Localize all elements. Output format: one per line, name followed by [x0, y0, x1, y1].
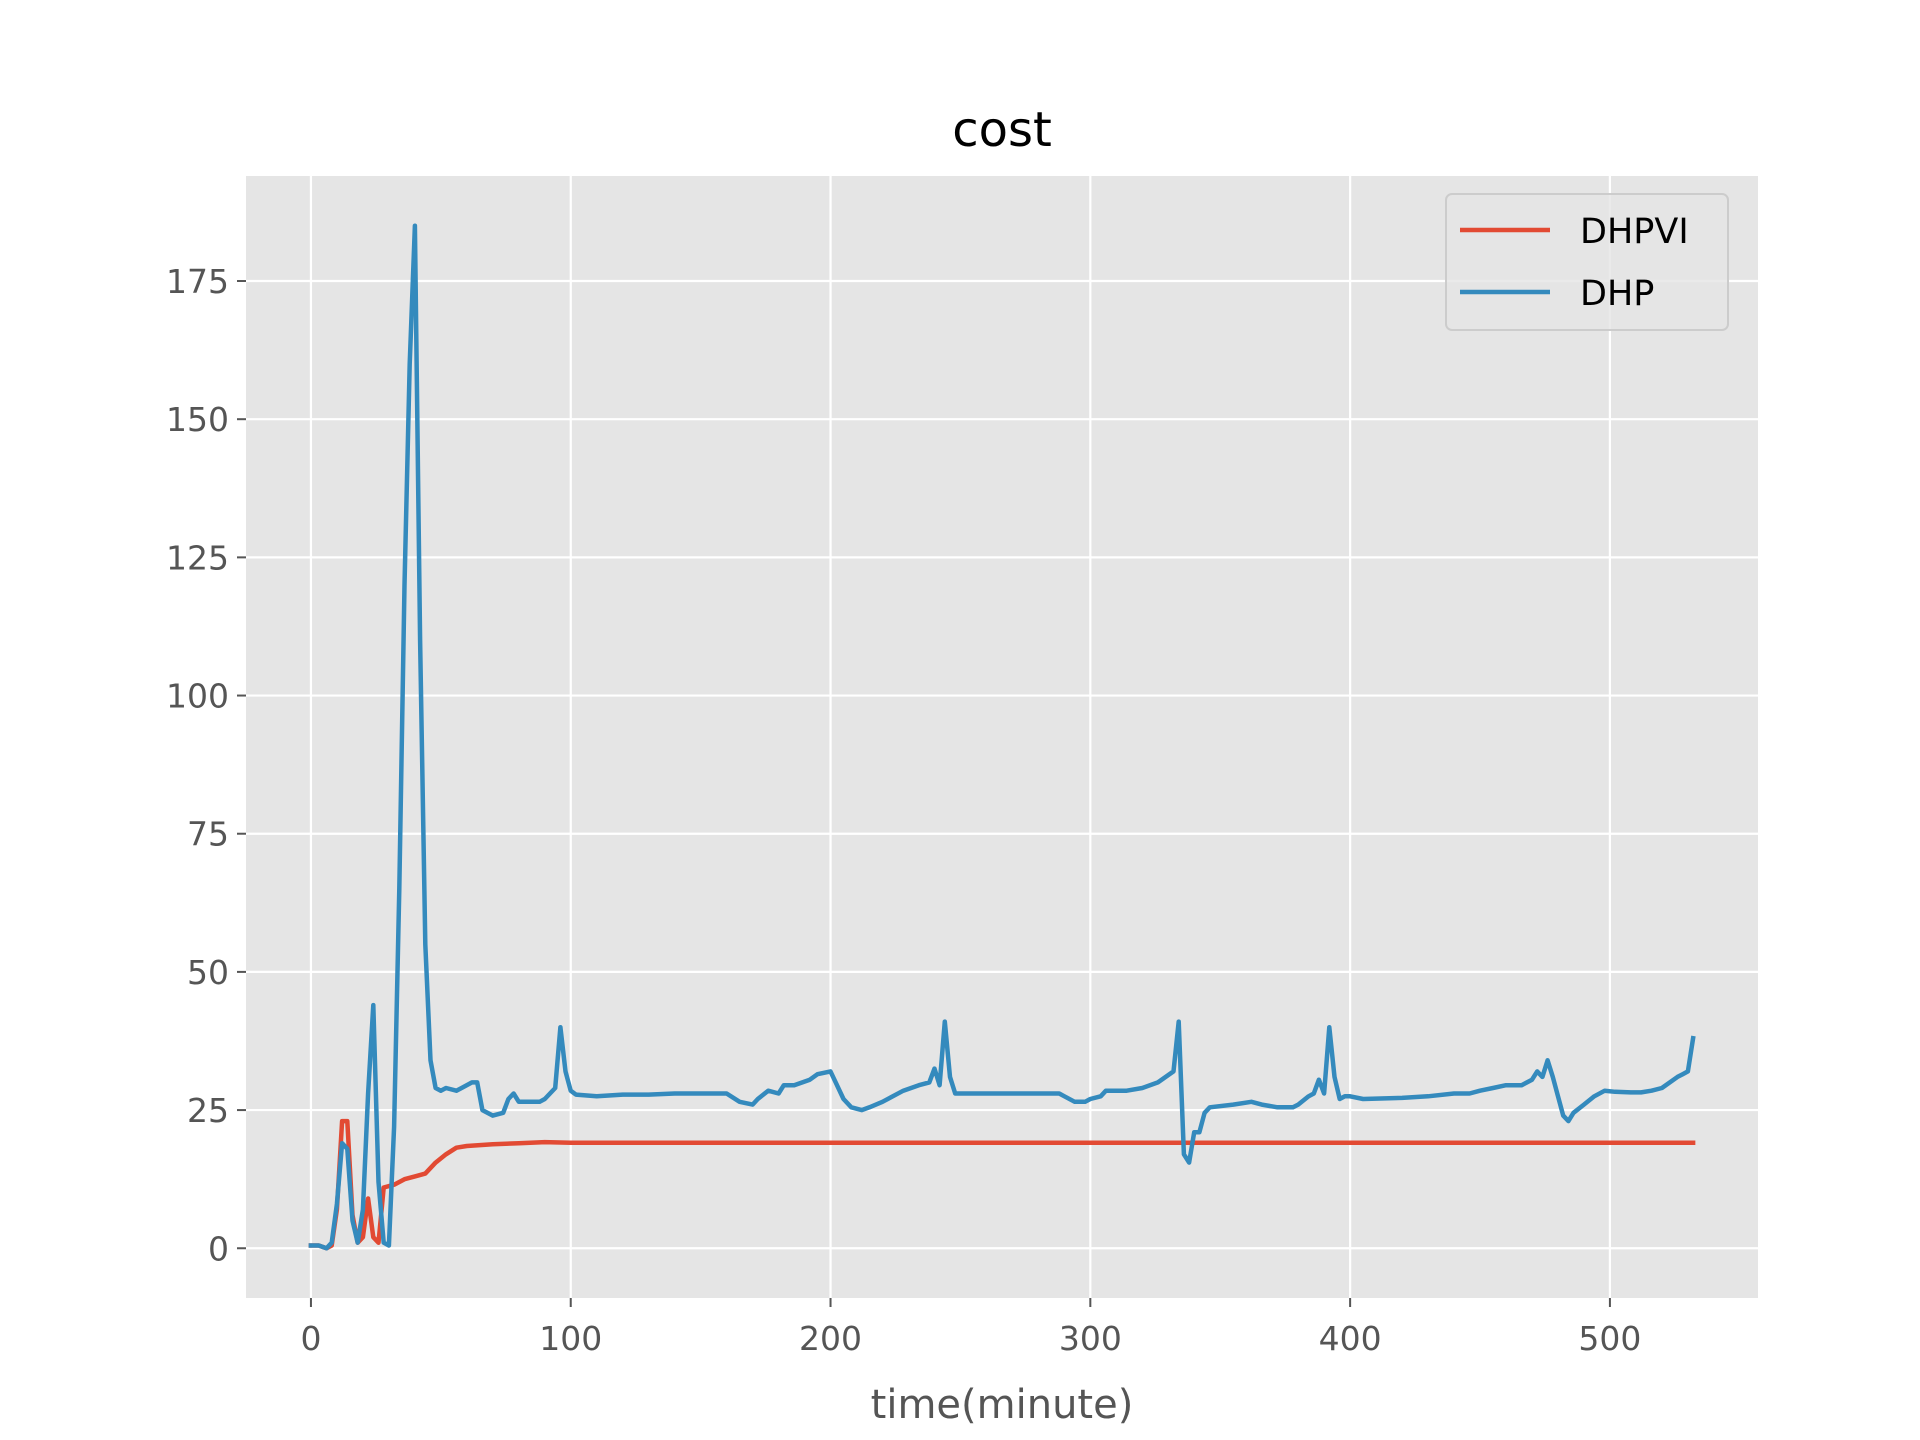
legend-label-dhpvi: DHPVI: [1580, 212, 1689, 252]
legend: DHPVI DHP: [1445, 193, 1729, 331]
y-tick-label: 50: [187, 953, 229, 992]
x-tick-label: 300: [1059, 1319, 1122, 1358]
x-tick-label: 200: [799, 1319, 862, 1358]
y-tick-label: 25: [187, 1091, 229, 1130]
y-tick-label: 100: [166, 677, 229, 716]
x-tick-label: 400: [1319, 1319, 1382, 1358]
x-tick-label: 100: [539, 1319, 602, 1358]
y-tick-label: 175: [166, 262, 229, 301]
y-tick-label: 150: [166, 400, 229, 439]
x-tick-label: 500: [1578, 1319, 1641, 1358]
y-tick-label: 125: [166, 538, 229, 577]
y-tick-label: 0: [208, 1229, 229, 1268]
chart-title: cost: [952, 102, 1052, 158]
axis-ticks: 0 100 200 300 400 500 0 25 50 75 100 125 150 175: [166, 262, 1641, 1358]
legend-label-dhp: DHP: [1580, 274, 1654, 314]
x-axis-label: time(minute): [871, 1382, 1134, 1428]
x-tick-label: 0: [300, 1319, 321, 1358]
series-line-dhp: [308, 223, 1696, 1251]
y-tick-label: 75: [187, 815, 229, 854]
gridlines: [246, 176, 1758, 1298]
series-lines: [308, 223, 1696, 1251]
plot-area: [246, 176, 1758, 1298]
series-line-dhpvi: [308, 1118, 1696, 1251]
